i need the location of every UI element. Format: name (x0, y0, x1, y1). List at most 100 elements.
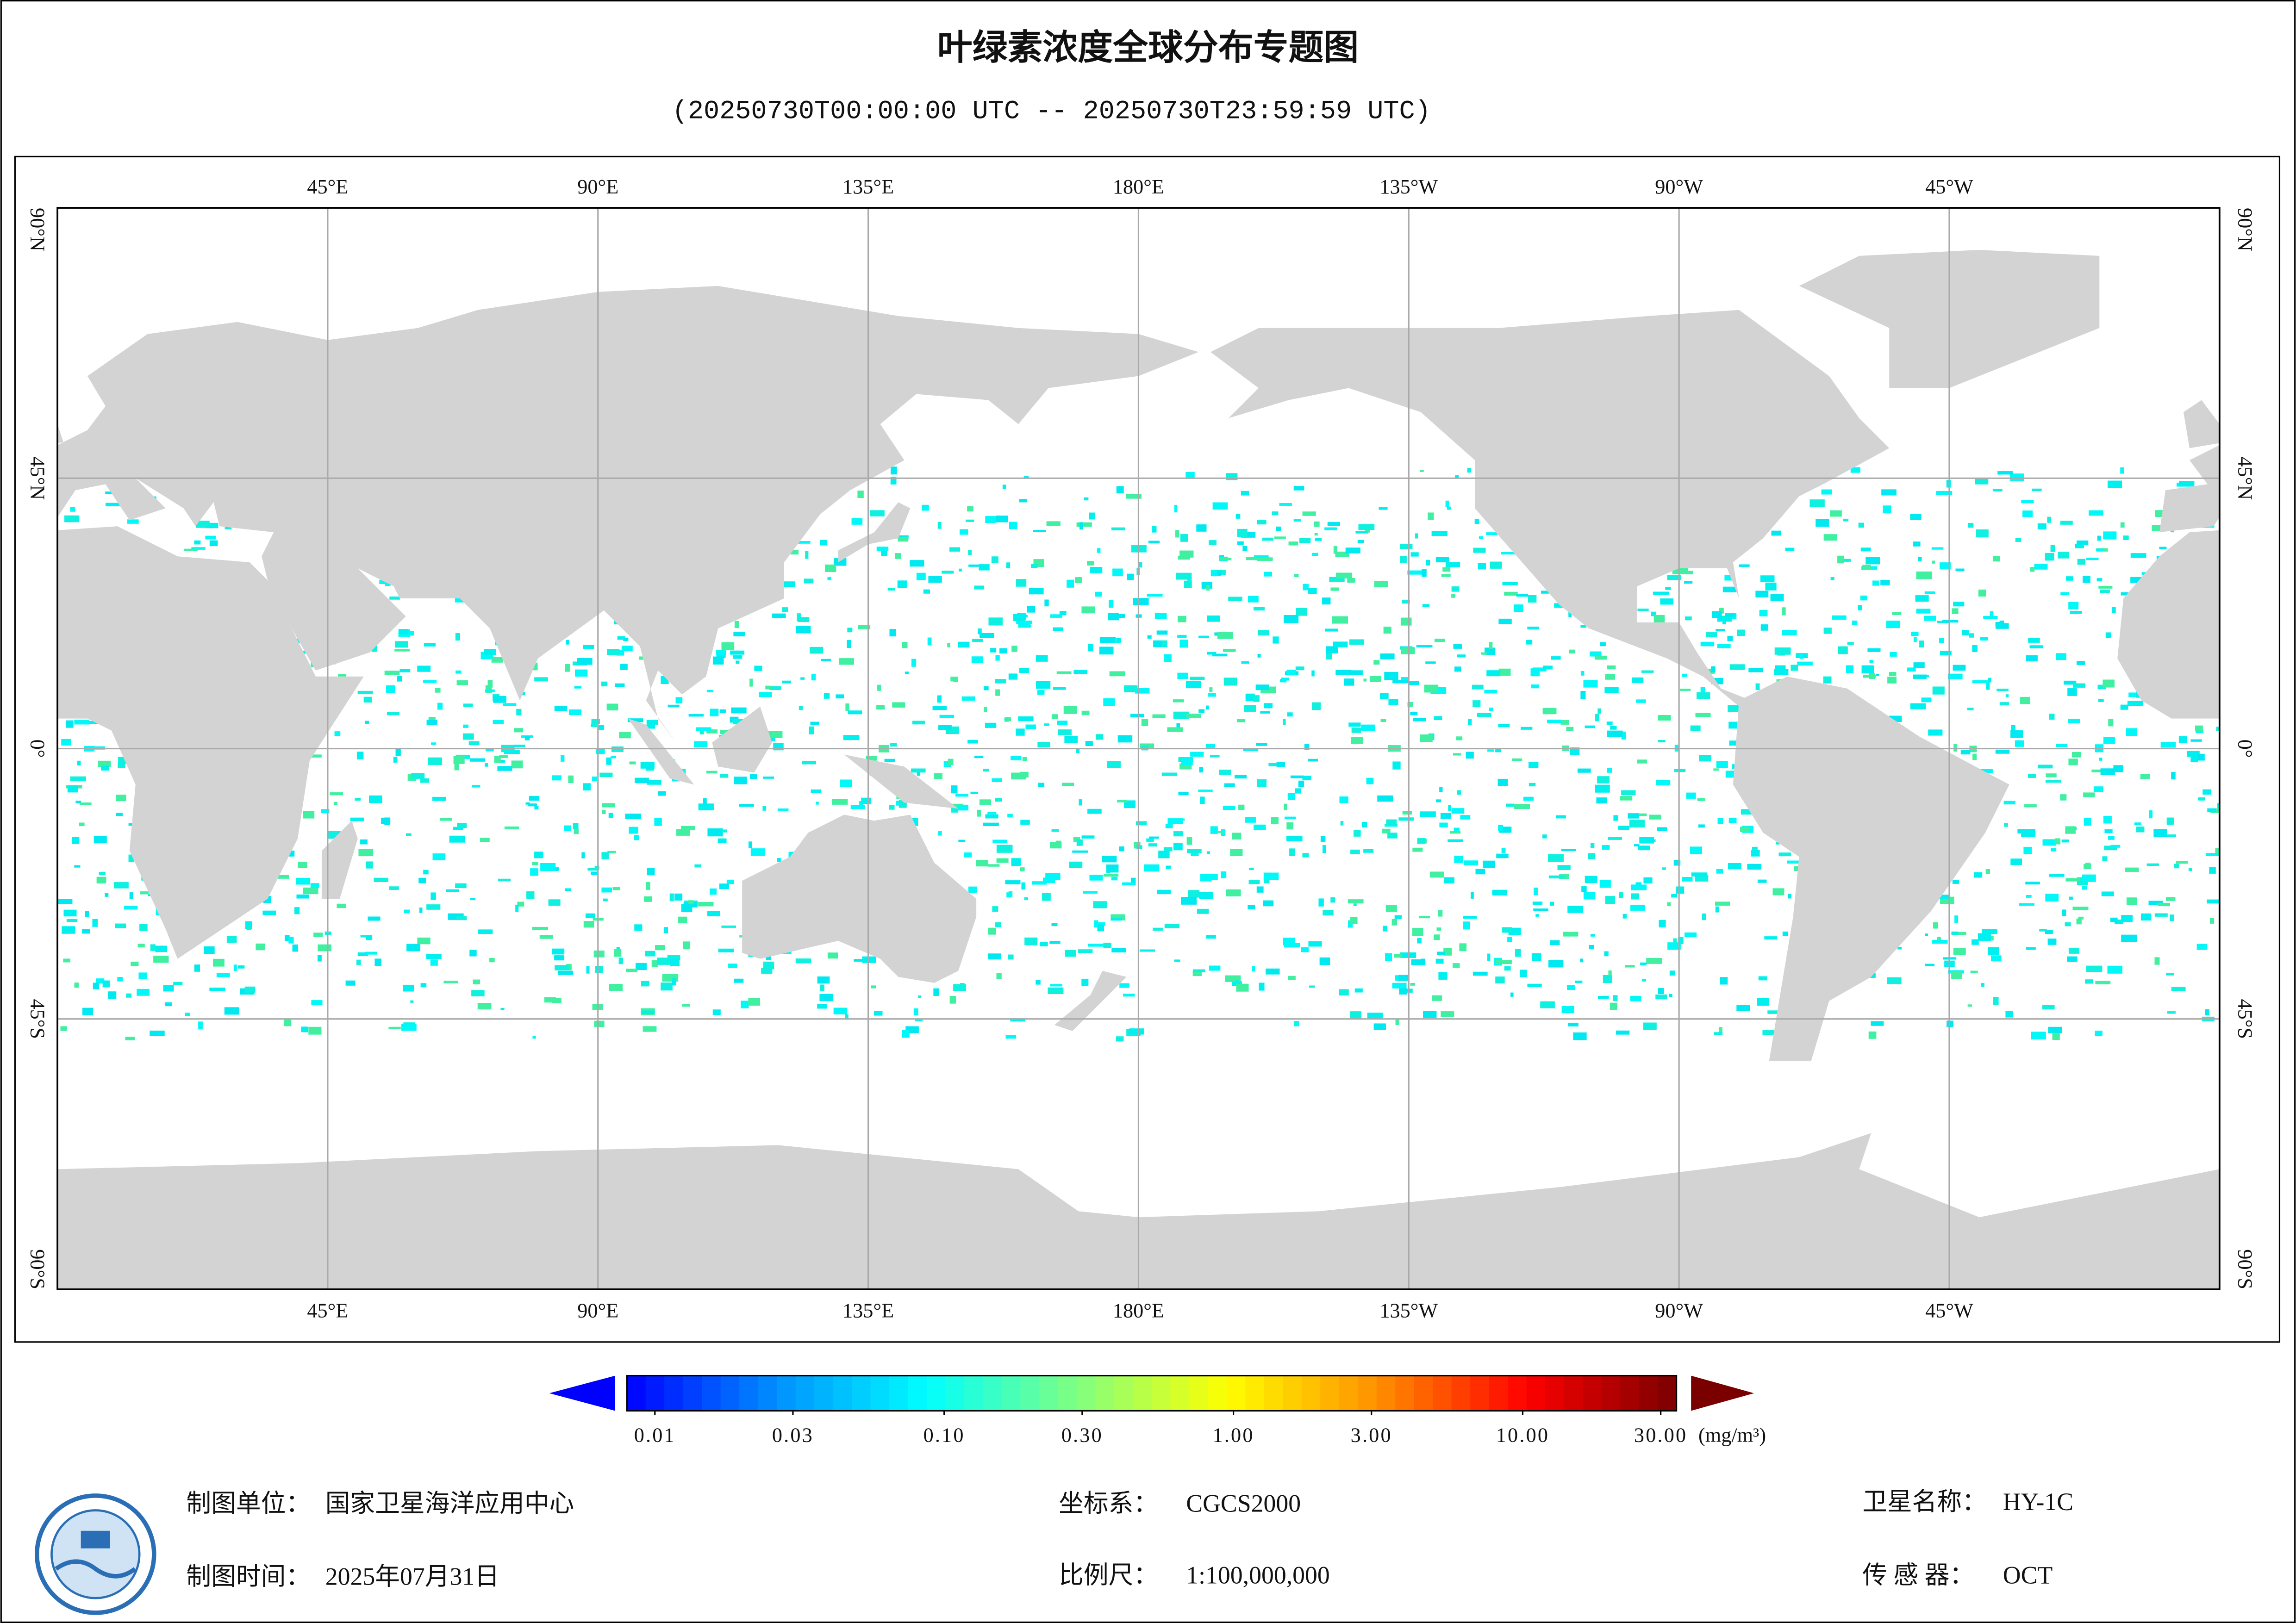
chl-patch (565, 664, 570, 672)
land (2159, 445, 2220, 533)
chl-patch (298, 862, 307, 868)
chl-patch (1088, 944, 1104, 947)
chl-patch (1758, 976, 1767, 981)
chl-patch (767, 731, 783, 739)
chl-patch (627, 718, 643, 722)
chl-patch (1659, 920, 1666, 927)
chl-patch (1326, 652, 1332, 660)
chl-patch (1993, 556, 2000, 562)
colorbar-cell (1545, 1375, 1565, 1411)
chl-patch (1235, 980, 1239, 986)
chl-patch (2188, 868, 2192, 871)
lon-label-top: 180°E (1113, 175, 1164, 198)
chl-patch (1830, 577, 1834, 580)
chl-patch (1447, 506, 1451, 510)
chl-patch (1797, 661, 1813, 666)
chl-patch (731, 707, 747, 714)
chl-patch (1821, 489, 1832, 495)
chl-patch (1023, 476, 1029, 479)
chl-patch (513, 745, 525, 747)
chl-patch (1072, 850, 1088, 853)
chl-patch (911, 659, 917, 667)
chl-patch (1288, 976, 1296, 980)
chl-patch (1725, 613, 1735, 617)
chl-patch (1304, 744, 1310, 750)
chl-patch (2104, 846, 2117, 851)
chl-patch (2196, 944, 2208, 950)
chl-patch (2121, 915, 2133, 922)
chl-patch (2005, 1010, 2013, 1018)
chl-patch (1580, 691, 1586, 699)
chl-patch (1932, 939, 1948, 944)
chl-patch (1136, 821, 1147, 826)
chl-patch (1597, 776, 1610, 784)
chl-patch (1288, 541, 1298, 546)
crs: CGCS2000 (1186, 1489, 1301, 1517)
chl-patch (1439, 787, 1443, 792)
chl-patch (1541, 591, 1549, 594)
chl-patch (958, 641, 970, 648)
chl-patch (555, 965, 569, 970)
chl-patch (602, 810, 606, 815)
colorbar-cell (758, 1375, 778, 1411)
chl-patch (672, 977, 676, 986)
chl-patch (426, 954, 442, 959)
chl-patch (1639, 813, 1647, 816)
chl-patch (1117, 800, 1127, 802)
chl-patch (1386, 819, 1397, 825)
chl-patch (1067, 579, 1074, 588)
chl-patch (1020, 820, 1030, 825)
chl-patch (1228, 597, 1242, 601)
chl-patch (873, 1011, 883, 1016)
chl-patch (1919, 640, 1924, 648)
chl-patch (581, 852, 585, 858)
chl-patch (1276, 762, 1285, 767)
chl-patch (1913, 674, 1927, 679)
chl-patch (718, 948, 734, 952)
chl-patch (1867, 648, 1881, 652)
chl-patch (992, 906, 998, 912)
chl-patch (1757, 879, 1767, 883)
chl-patch (61, 739, 71, 746)
chl-patch (2103, 679, 2115, 688)
chl-patch (1302, 511, 1316, 516)
chl-patch (646, 882, 650, 890)
chl-patch (968, 886, 977, 893)
colorbar-unit: (mg/m³) (1698, 1424, 1766, 1447)
chl-patch (2076, 661, 2085, 665)
chl-patch (1032, 881, 1047, 885)
chl-patch (1492, 889, 1507, 895)
chl-patch (1542, 708, 1557, 715)
chl-patch (657, 958, 673, 965)
chl-patch (1951, 931, 1959, 935)
chl-patch (384, 671, 400, 675)
chl-patch (191, 547, 206, 550)
chl-patch (1117, 735, 1133, 743)
chl-patch (1495, 976, 1505, 984)
chl-patch (1051, 714, 1058, 719)
lon-label-bottom: 90°W (1655, 1300, 1703, 1322)
chl-patch (1832, 615, 1847, 620)
chl-patch (1907, 667, 1916, 672)
chl-patch (959, 568, 962, 572)
chl-patch (1967, 708, 1974, 710)
chl-patch (2075, 543, 2084, 548)
chl-patch (355, 797, 361, 801)
chl-patch (721, 925, 736, 928)
chl-patch (2197, 797, 2205, 801)
chl-patch (1569, 649, 1575, 654)
chl-patch (1716, 761, 1728, 768)
chl-patch (1036, 655, 1048, 662)
chl-patch (2113, 765, 2123, 772)
chl-patch (1531, 684, 1539, 689)
chl-patch (1330, 897, 1335, 903)
chl-patch (974, 755, 984, 759)
chl-patch (2076, 918, 2082, 925)
chl-patch (1380, 719, 1386, 722)
land (57, 286, 1199, 743)
chl-patch (1969, 633, 1974, 638)
chl-patch (2165, 897, 2176, 901)
chl-patch (780, 581, 796, 587)
chl-patch (1385, 953, 1392, 961)
chl-patch (607, 649, 620, 655)
